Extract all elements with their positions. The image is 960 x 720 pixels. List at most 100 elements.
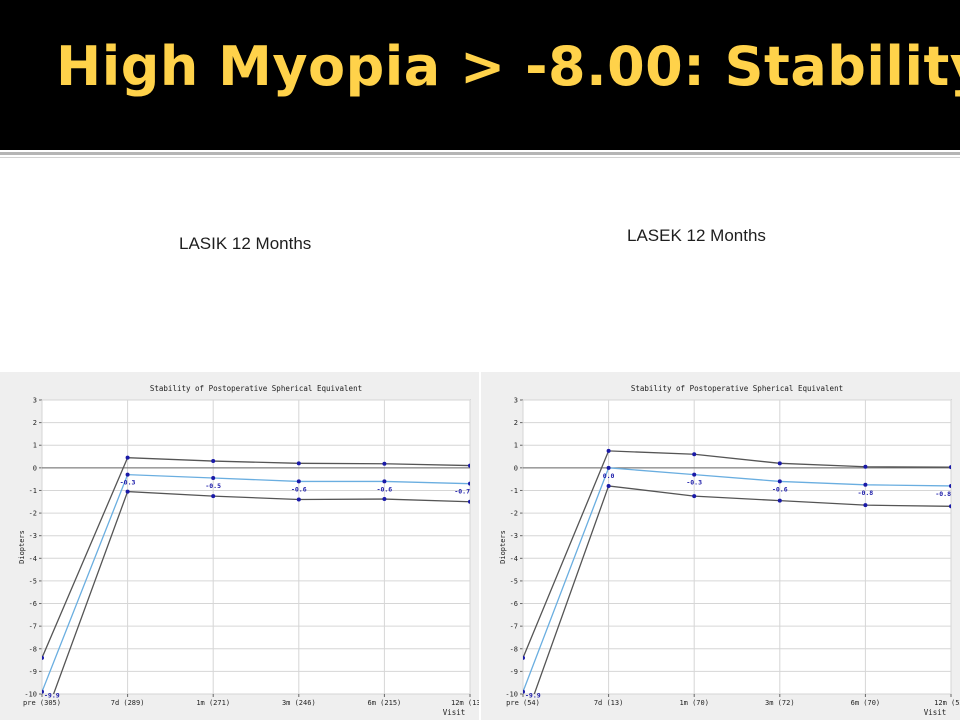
lower-bound-point — [125, 489, 130, 494]
mean-point — [606, 465, 611, 470]
mean-value-label: 0.0 — [603, 472, 615, 480]
plot-area — [522, 399, 952, 695]
upper-bound-point — [777, 461, 782, 466]
y-tick-label: -10 — [24, 691, 37, 699]
upper-bound-point — [125, 455, 130, 460]
mean-value-label: -0.3 — [686, 479, 702, 487]
title-divider-thin — [0, 157, 960, 158]
mean-value-label: -0.5 — [205, 482, 221, 490]
y-tick-label: -4 — [29, 555, 37, 563]
lasek-stability-chart: Stability of Postoperative Spherical Equ… — [481, 372, 960, 720]
mean-value-label: -0.8 — [858, 489, 874, 497]
lower-bound-point — [863, 503, 868, 508]
y-tick-label: -3 — [510, 532, 518, 540]
mean-point — [211, 476, 216, 481]
title-divider — [0, 152, 960, 155]
upper-bound-point — [523, 655, 525, 660]
x-tick-label: 7d (13) — [594, 699, 624, 707]
x-tick-label: 12m (131) — [451, 699, 479, 707]
mean-value-label: -0.8 — [935, 490, 951, 498]
y-tick-label: 2 — [33, 419, 37, 427]
lower-bound-point — [382, 497, 387, 502]
y-tick-label: -8 — [29, 645, 37, 653]
upper-bound-point — [296, 461, 301, 466]
lower-bound-point — [296, 497, 301, 502]
x-tick-label: 1m (70) — [679, 699, 709, 707]
mean-point — [382, 479, 387, 484]
lower-bound-point — [606, 483, 611, 488]
mean-point — [692, 472, 697, 477]
slide-title: High Myopia > -8.00: Stability — [56, 35, 960, 98]
x-axis-label: Visit — [443, 708, 466, 717]
y-tick-label: -7 — [510, 623, 518, 631]
y-axis-label: Diopters — [18, 530, 26, 564]
mean-value-label: -0.6 — [377, 485, 393, 493]
y-tick-label: -6 — [510, 600, 518, 608]
upper-bound-point — [606, 448, 611, 453]
upper-bound-line — [523, 450, 951, 659]
mean-value-label: -0.6 — [772, 485, 788, 493]
lower-bound-point — [949, 504, 951, 509]
mean-point — [863, 482, 868, 487]
chart-title: Stability of Postoperative Spherical Equ… — [631, 384, 843, 393]
y-tick-label: -9 — [510, 668, 518, 676]
lower-bound-point — [211, 494, 216, 499]
series-group — [42, 455, 470, 694]
y-tick-label: 1 — [514, 442, 518, 450]
y-tick-label: 3 — [33, 397, 37, 405]
upper-bound-point — [863, 464, 868, 469]
mean-value-label: -0.6 — [291, 485, 307, 493]
upper-bound-point — [692, 452, 697, 457]
y-tick-label: -5 — [510, 577, 518, 585]
y-tick-label: 0 — [514, 464, 518, 472]
x-tick-label: 3m (246) — [282, 699, 316, 707]
x-tick-label: pre (305) — [23, 699, 61, 707]
upper-bound-point — [211, 459, 216, 464]
y-tick-label: -7 — [29, 623, 37, 631]
mean-line — [523, 467, 951, 692]
y-axis-label: Diopters — [499, 530, 507, 564]
mean-point — [777, 479, 782, 484]
lower-bound-line — [52, 490, 470, 694]
upper-bound-point — [42, 655, 44, 660]
y-tick-label: 1 — [33, 442, 37, 450]
mean-point — [42, 689, 44, 694]
mean-value-label: -0.7 — [454, 488, 470, 496]
mean-point — [949, 483, 951, 488]
y-tick-label: 3 — [514, 397, 518, 405]
mean-value-label: -0.3 — [120, 479, 136, 487]
mean-point — [523, 689, 525, 694]
y-tick-label: 2 — [514, 419, 518, 427]
chart-title: Stability of Postoperative Spherical Equ… — [150, 384, 362, 393]
mean-value-label: -9.9 — [44, 692, 60, 700]
x-tick-label: 6m (215) — [368, 699, 402, 707]
y-tick-label: -4 — [510, 555, 518, 563]
y-tick-label: -2 — [29, 510, 37, 518]
plot-area — [41, 399, 471, 695]
y-tick-label: -6 — [29, 600, 37, 608]
upper-bound-point — [468, 463, 470, 468]
lasik-stability-chart: Stability of Postoperative Spherical Equ… — [0, 372, 479, 720]
mean-point — [125, 472, 130, 477]
mean-line — [42, 473, 470, 692]
lower-bound-point — [777, 498, 782, 503]
y-tick-label: -8 — [510, 645, 518, 653]
upper-bound-point — [949, 465, 951, 470]
title-bar: High Myopia > -8.00: Stability — [0, 0, 960, 150]
lasek-caption: LASEK 12 Months — [627, 226, 766, 245]
mean-point — [296, 479, 301, 484]
lower-bound-point — [468, 499, 470, 504]
x-tick-label: pre (54) — [506, 699, 540, 707]
x-tick-label: 3m (72) — [765, 699, 795, 707]
x-tick-label: 6m (70) — [851, 699, 881, 707]
x-tick-label: 1m (271) — [196, 699, 230, 707]
y-tick-label: 0 — [33, 464, 37, 472]
x-tick-label: 7d (289) — [111, 699, 145, 707]
y-tick-label: -2 — [510, 510, 518, 518]
upper-bound-point — [382, 461, 387, 466]
x-axis-label: Visit — [924, 708, 947, 717]
lower-bound-point — [692, 494, 697, 499]
upper-bound-line — [42, 457, 470, 659]
mean-value-label: -9.9 — [525, 692, 541, 700]
y-tick-label: -5 — [29, 577, 37, 585]
